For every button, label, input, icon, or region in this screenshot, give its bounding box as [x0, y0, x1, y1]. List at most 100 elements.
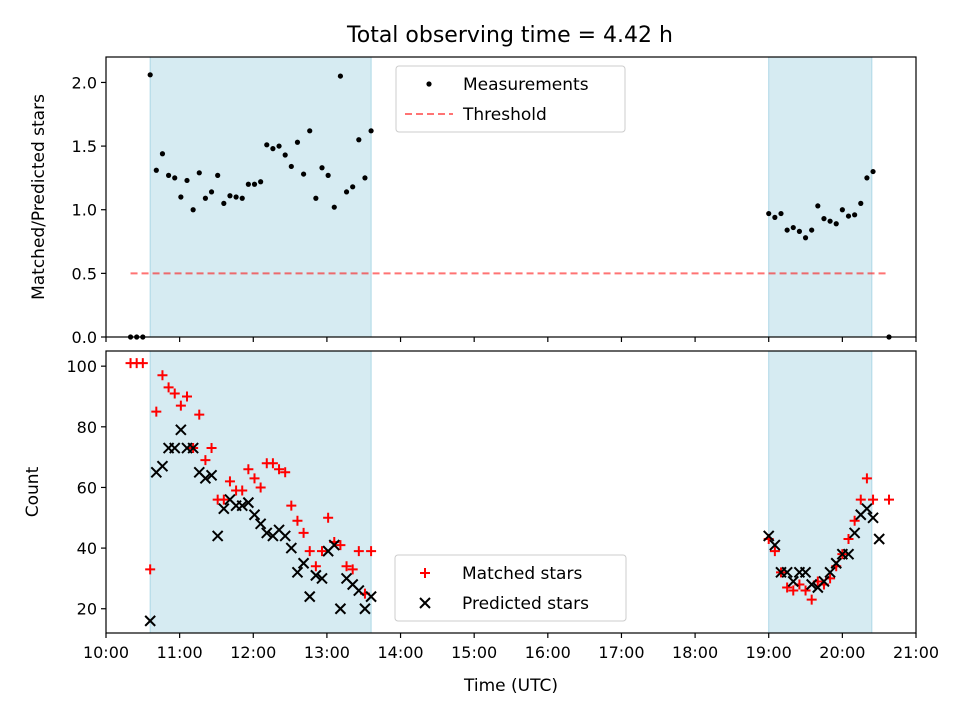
predicted-star-point: [218, 502, 230, 515]
measurement-point: [827, 218, 833, 224]
y-tick-label: 1.5: [72, 137, 97, 156]
legend-measurement-marker: [426, 81, 432, 87]
measurement-point: [153, 167, 159, 173]
predicted-star-point: [873, 533, 885, 545]
legend-threshold-label: Threshold: [462, 105, 547, 125]
matched-star-point: [157, 370, 168, 381]
predicted-star-point: [848, 527, 861, 539]
matched-star-point: [194, 409, 205, 420]
measurement-point: [165, 172, 172, 178]
measurement-point: [362, 175, 368, 181]
matched-star-point: [163, 382, 174, 393]
x-tick-label: 21:00: [893, 643, 939, 662]
measurement-point: [276, 143, 282, 149]
figure-title: Total observing time = 4.42 h: [346, 23, 673, 48]
matched-star-point: [806, 594, 817, 605]
matched-star-point: [782, 582, 793, 593]
matched-star-point: [237, 485, 248, 496]
measurement-point: [343, 189, 350, 195]
predicted-star-point: [291, 566, 304, 579]
legend-top: Measurements Threshold: [395, 65, 626, 133]
x-tick-label: 14:00: [377, 643, 423, 662]
legend-predicted-marker: [419, 597, 431, 609]
measurement-point: [852, 212, 858, 218]
x-tick-label: 16:00: [525, 643, 571, 662]
matched-star-point: [175, 400, 186, 411]
measurement-point: [300, 171, 307, 177]
matched-star-point: [317, 546, 327, 557]
matched-star-point: [274, 464, 285, 475]
measurement-point: [766, 210, 772, 217]
measurement-point: [178, 194, 184, 200]
measurement-point: [233, 194, 239, 200]
matched-star-point: [169, 388, 180, 399]
matched-star-point: [182, 391, 192, 402]
matched-star-point: [243, 464, 254, 475]
measurement-point: [337, 73, 344, 79]
y-tick-label: 0.0: [72, 328, 97, 347]
measurement-point: [172, 175, 178, 181]
measurement-point: [784, 227, 790, 233]
matched-star-point: [224, 476, 235, 487]
legend-frame: [394, 554, 627, 622]
y-tick-label: 60: [77, 478, 97, 497]
measurement-point: [215, 172, 221, 178]
matched-star-point: [310, 561, 321, 572]
measurement-point: [227, 193, 233, 199]
matched-star-point: [280, 467, 291, 478]
y-tick-label: 0.5: [72, 264, 97, 283]
predicted-star-point: [365, 590, 377, 603]
matched-star-point: [298, 527, 309, 538]
matched-star-point: [884, 494, 894, 505]
measurement-point: [270, 146, 276, 152]
y-tick-label: 1.0: [72, 201, 97, 220]
bottom-axes: 20 40 60 80 100 10:00 11:00 12:00 13:00 14:00 15:0…: [23, 350, 939, 696]
measurement-point: [319, 165, 325, 171]
axes-frame: [105, 350, 917, 634]
predicted-star-point: [144, 615, 156, 627]
y-tick-label: 40: [77, 539, 97, 558]
shaded-interval: [768, 56, 873, 338]
y-tick-label: 80: [77, 418, 97, 437]
predicted-star-point: [830, 557, 842, 569]
measurement-point: [196, 170, 202, 176]
measurement-point: [245, 181, 251, 187]
predicted-star-point: [842, 548, 855, 560]
measurement-point: [809, 227, 815, 233]
measurement-point: [802, 235, 809, 241]
measurement-point: [159, 151, 166, 157]
measurement-point: [325, 172, 331, 178]
predicted-star-point: [175, 424, 187, 436]
legend-predicted-label: Predicted stars: [462, 594, 589, 614]
measurement-point: [870, 168, 876, 175]
predicted-star-point: [861, 502, 873, 515]
predicted-star-point: [353, 584, 365, 597]
predicted-star-point: [316, 572, 328, 585]
measurement-point: [282, 152, 288, 158]
matched-star-point: [855, 494, 866, 505]
measurement-point: [845, 213, 852, 219]
x-axis-label: Time (UTC): [463, 676, 558, 696]
x-tick-label: 10:00: [83, 643, 129, 662]
measurement-point: [368, 128, 374, 134]
matched-star-point: [137, 358, 148, 369]
matched-star-point: [304, 546, 315, 557]
matched-star-point: [335, 540, 346, 551]
matched-star-point: [353, 546, 364, 557]
predicted-star-point: [359, 603, 371, 615]
measurement-point: [264, 142, 270, 148]
x-tick-label: 17:00: [598, 643, 644, 662]
x-tick-label: 12:00: [230, 643, 276, 662]
x-tick-label: 11:00: [157, 643, 203, 662]
matched-star-point: [347, 564, 358, 575]
x-tick-label: 20:00: [819, 643, 865, 662]
predicted-star-point: [254, 518, 267, 530]
predicted-star-point: [285, 542, 298, 554]
predicted-star-point: [769, 539, 781, 551]
measurement-point: [350, 184, 356, 190]
predicted-star-point: [824, 566, 836, 579]
measurement-point: [221, 200, 227, 206]
predicted-star-point: [310, 569, 322, 582]
measurement-point: [184, 177, 190, 184]
